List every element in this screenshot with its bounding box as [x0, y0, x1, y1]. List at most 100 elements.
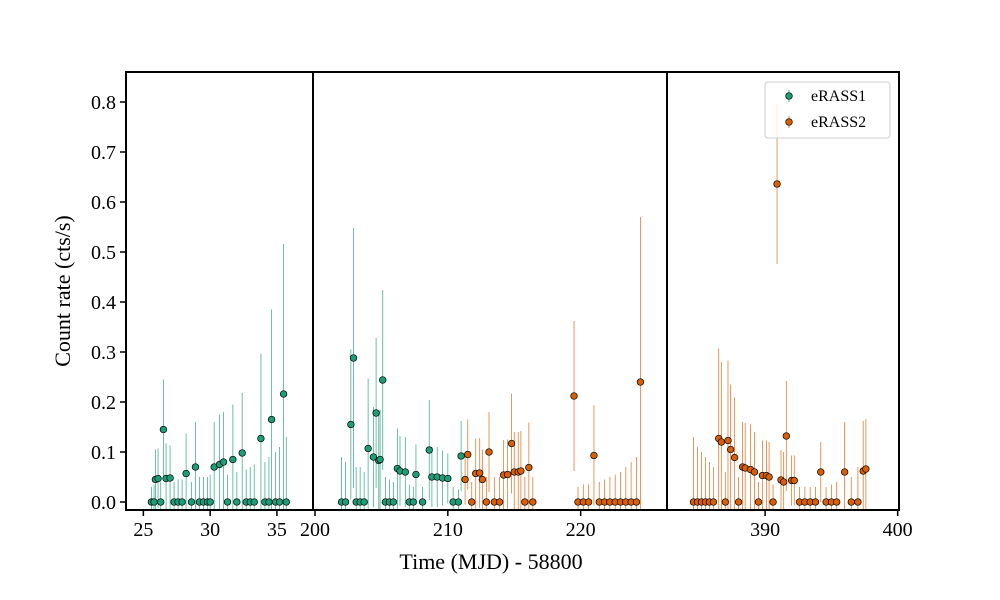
data-point	[782, 432, 790, 440]
data-point	[187, 498, 196, 506]
data-point	[717, 438, 726, 446]
x-tick-label: 35	[267, 519, 287, 541]
data-point	[364, 444, 372, 453]
data-point	[389, 498, 398, 506]
data-point	[476, 469, 484, 477]
data-point	[412, 470, 420, 479]
data-point	[223, 498, 232, 506]
y-tick-label: 0.6	[91, 192, 116, 214]
data-point	[780, 478, 788, 486]
y-tick-label: 0.8	[91, 92, 116, 114]
data-point	[482, 498, 490, 506]
data-point	[279, 390, 288, 398]
data-point	[464, 450, 472, 459]
y-tick-label: 0.5	[91, 242, 116, 264]
data-point	[726, 445, 735, 454]
x-axis-label: Time (MJD) - 58800	[399, 549, 582, 574]
data-point	[418, 498, 427, 506]
data-point	[847, 498, 855, 506]
data-point	[811, 498, 820, 506]
x-tick-label: 25	[133, 519, 153, 541]
data-point	[632, 498, 641, 506]
data-point	[233, 498, 241, 506]
data-point	[525, 463, 533, 472]
data-point	[590, 451, 598, 460]
data-point	[157, 498, 165, 506]
y-tick-label: 0.7	[91, 142, 116, 164]
y-tick-label: 0.2	[91, 392, 116, 414]
data-point	[862, 465, 870, 473]
data-point	[349, 354, 358, 362]
data-point	[206, 498, 214, 506]
data-point	[229, 455, 237, 464]
data-point	[570, 392, 578, 400]
data-point	[507, 439, 516, 448]
data-point	[409, 498, 417, 506]
data-point	[636, 378, 645, 386]
data-point	[267, 415, 276, 424]
data-point	[347, 420, 355, 429]
data-point	[265, 498, 273, 506]
data-point	[457, 452, 465, 460]
data-point	[275, 498, 284, 506]
data-point	[854, 498, 862, 506]
x-tick-label: 210	[433, 519, 463, 541]
x-tick-label: 30	[200, 519, 220, 541]
data-point	[178, 498, 186, 506]
panel-frame	[312, 71, 668, 511]
y-tick-label: 0.3	[91, 342, 116, 364]
data-point	[454, 498, 463, 506]
panel	[689, 104, 870, 510]
data-point	[376, 455, 384, 464]
panel-frame	[666, 71, 900, 511]
data-point	[773, 180, 781, 188]
data-point	[765, 473, 773, 481]
data-point	[754, 498, 763, 506]
data-point	[257, 434, 265, 443]
data-point	[721, 498, 729, 506]
data-point	[282, 498, 290, 506]
panel	[147, 244, 290, 510]
data-point	[730, 453, 739, 462]
data-point	[219, 458, 228, 466]
legend-marker	[785, 118, 793, 126]
data-point	[182, 469, 190, 478]
y-tick-label: 0.0	[91, 492, 116, 514]
data-point	[769, 498, 777, 506]
legend-label: eRASS1	[811, 88, 866, 105]
data-point	[444, 474, 452, 483]
x-tick-label: 220	[566, 519, 596, 541]
data-point	[495, 498, 504, 506]
data-point	[401, 468, 409, 476]
data-point	[734, 498, 743, 506]
data-point	[360, 498, 368, 506]
data-point	[238, 449, 246, 457]
legend-marker	[785, 92, 793, 100]
data-point	[503, 470, 512, 479]
legend-label: eRASS2	[811, 114, 866, 131]
panel	[337, 217, 645, 510]
data-point	[584, 498, 593, 506]
x-tick-label: 400	[883, 519, 913, 541]
y-tick-label: 0.4	[91, 292, 116, 314]
data-point	[341, 498, 350, 506]
data-point	[154, 474, 162, 483]
data-point	[478, 475, 487, 484]
data-point	[369, 453, 378, 461]
x-tick-label: 390	[750, 519, 780, 541]
data-point	[529, 498, 537, 506]
data-point	[372, 409, 380, 417]
data-point	[840, 468, 849, 476]
y-tick-label: 0.1	[91, 442, 116, 464]
data-point	[817, 468, 825, 476]
data-point	[724, 436, 732, 445]
data-point	[250, 498, 258, 506]
data-point	[150, 498, 158, 506]
data-point	[468, 498, 476, 506]
data-point	[425, 446, 433, 454]
data-point	[159, 425, 168, 434]
data-point	[166, 474, 174, 482]
data-point	[191, 463, 200, 471]
y-axis-label: Count rate (cts/s)	[50, 215, 75, 367]
x-tick-label: 200	[300, 519, 330, 541]
